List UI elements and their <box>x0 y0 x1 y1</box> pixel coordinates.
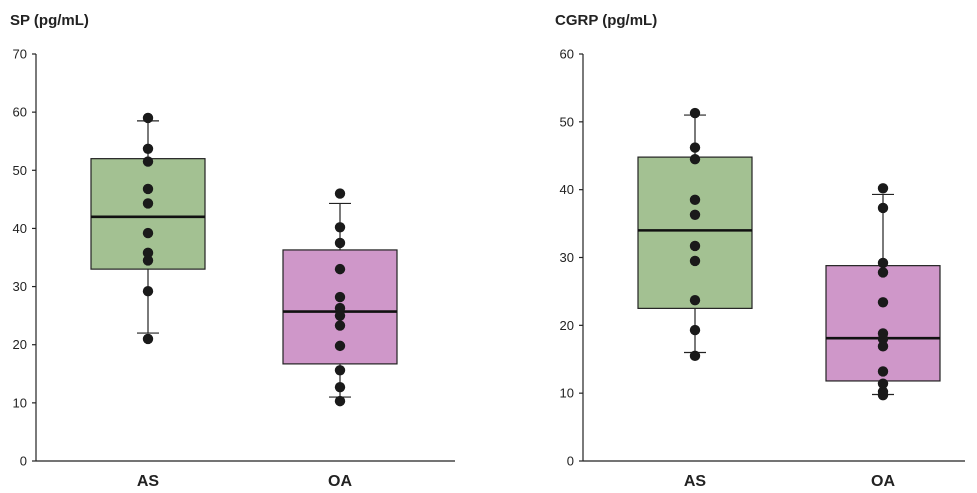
data-point <box>142 286 154 297</box>
data-point <box>334 237 346 249</box>
chart-panel-0: SP (pg/mL) 0 10 20 30 40 50 60 70 AS OA <box>10 12 455 490</box>
data-point <box>877 333 889 345</box>
data-point <box>689 324 701 336</box>
y-tick-label: 20 <box>13 337 27 352</box>
data-point <box>689 255 701 267</box>
data-point <box>689 295 701 306</box>
data-point <box>877 378 889 389</box>
x-category-label: AS <box>684 473 707 490</box>
data-point <box>142 112 154 124</box>
data-point <box>142 156 154 167</box>
data-point <box>689 350 701 362</box>
data-point <box>142 227 154 239</box>
data-point <box>877 183 889 194</box>
data-point <box>689 142 701 153</box>
data-point <box>334 365 346 376</box>
data-point <box>334 395 346 407</box>
data-point <box>877 202 889 214</box>
data-point <box>142 255 154 266</box>
y-tick-label: 10 <box>13 395 27 410</box>
y-tick-label: 20 <box>560 318 574 333</box>
data-point <box>877 297 889 308</box>
data-point <box>334 302 346 314</box>
data-point <box>334 291 346 303</box>
data-point <box>689 107 701 119</box>
box-as <box>90 112 206 345</box>
data-point <box>334 222 346 233</box>
y-tick-label: 50 <box>560 114 574 129</box>
data-point <box>877 267 889 278</box>
y-tick-label: 0 <box>20 454 27 469</box>
data-point <box>334 320 346 331</box>
box-as <box>637 107 753 362</box>
data-point <box>877 390 889 401</box>
y-tick-label: 60 <box>560 47 574 62</box>
data-point <box>689 240 701 252</box>
box-oa <box>282 188 398 407</box>
data-point <box>689 153 701 165</box>
iqr-box <box>825 265 941 382</box>
y-tick-label: 70 <box>13 47 27 62</box>
chart-title: SP (pg/mL) <box>10 12 89 29</box>
data-point <box>334 381 346 393</box>
data-point <box>334 188 346 199</box>
data-point <box>142 143 154 154</box>
iqr-box <box>637 156 753 309</box>
data-point <box>334 340 346 352</box>
chart-panel-1: CGRP (pg/mL) 0 10 20 30 40 50 60 AS OA <box>555 12 965 490</box>
data-point <box>877 257 889 269</box>
data-point <box>142 198 154 209</box>
y-tick-label: 30 <box>13 279 27 294</box>
data-point <box>689 194 701 206</box>
x-category-label: AS <box>137 473 160 490</box>
box-oa <box>825 183 941 401</box>
x-category-label: OA <box>871 473 895 490</box>
y-tick-label: 40 <box>13 221 27 236</box>
chart-title: CGRP (pg/mL) <box>555 12 657 29</box>
x-category-label: OA <box>328 473 352 490</box>
y-tick-label: 30 <box>560 250 574 265</box>
y-tick-label: 0 <box>567 454 574 469</box>
data-point <box>334 310 346 321</box>
y-tick-label: 40 <box>560 182 574 197</box>
y-tick-label: 10 <box>560 386 574 401</box>
data-point <box>142 183 154 195</box>
data-point <box>877 341 889 352</box>
data-point <box>142 333 154 345</box>
data-point <box>334 263 346 275</box>
y-tick-label: 50 <box>13 163 27 178</box>
data-point <box>142 247 154 259</box>
data-point <box>689 209 701 220</box>
y-tick-label: 60 <box>13 105 27 120</box>
data-point <box>877 366 889 377</box>
